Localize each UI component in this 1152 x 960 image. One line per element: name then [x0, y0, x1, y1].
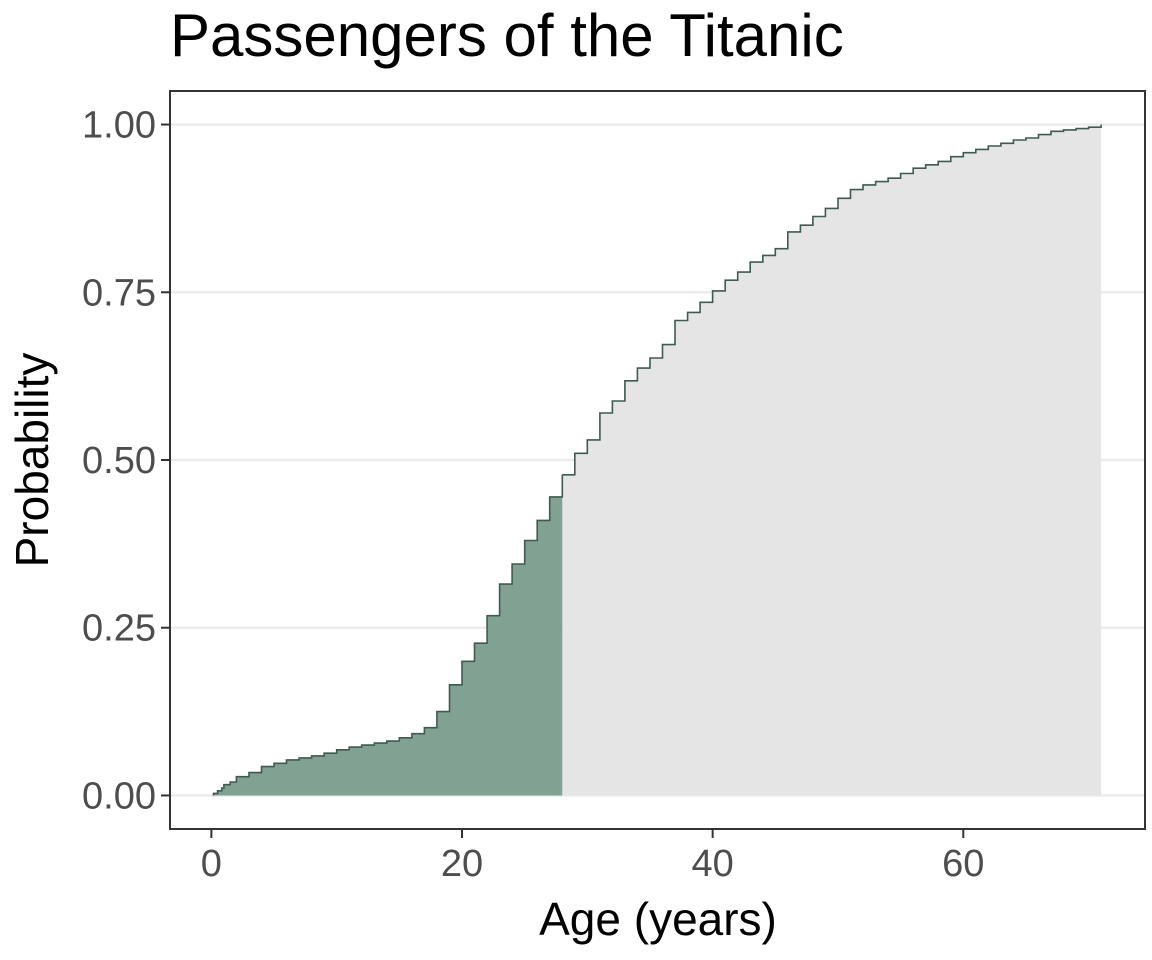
x-tick-label: 0	[201, 843, 222, 885]
x-axis-title: Age (years)	[539, 893, 777, 945]
axes: 0.00 0.25 0.50 0.75 1.00 0 20 40 60	[82, 105, 984, 885]
area-remaining	[562, 124, 1102, 796]
y-axis-title: Probability	[6, 353, 58, 568]
area-fills	[213, 124, 1102, 796]
y-tick-label: 1.00	[82, 105, 156, 147]
x-tick-label: 60	[942, 843, 984, 885]
ecdf-line-upper	[562, 124, 1102, 476]
x-tick-label: 40	[692, 843, 734, 885]
ecdf-line-lower	[212, 474, 564, 796]
x-tick-label: 20	[441, 843, 483, 885]
area-highlight	[213, 474, 563, 796]
y-tick-label: 0.25	[82, 608, 156, 650]
ecdf-lines	[212, 124, 1102, 796]
y-tick-label: 0.00	[82, 775, 156, 817]
chart-title: Passengers of the Titanic	[170, 2, 844, 69]
y-tick-label: 0.50	[82, 440, 156, 482]
y-tick-label: 0.75	[82, 272, 156, 314]
